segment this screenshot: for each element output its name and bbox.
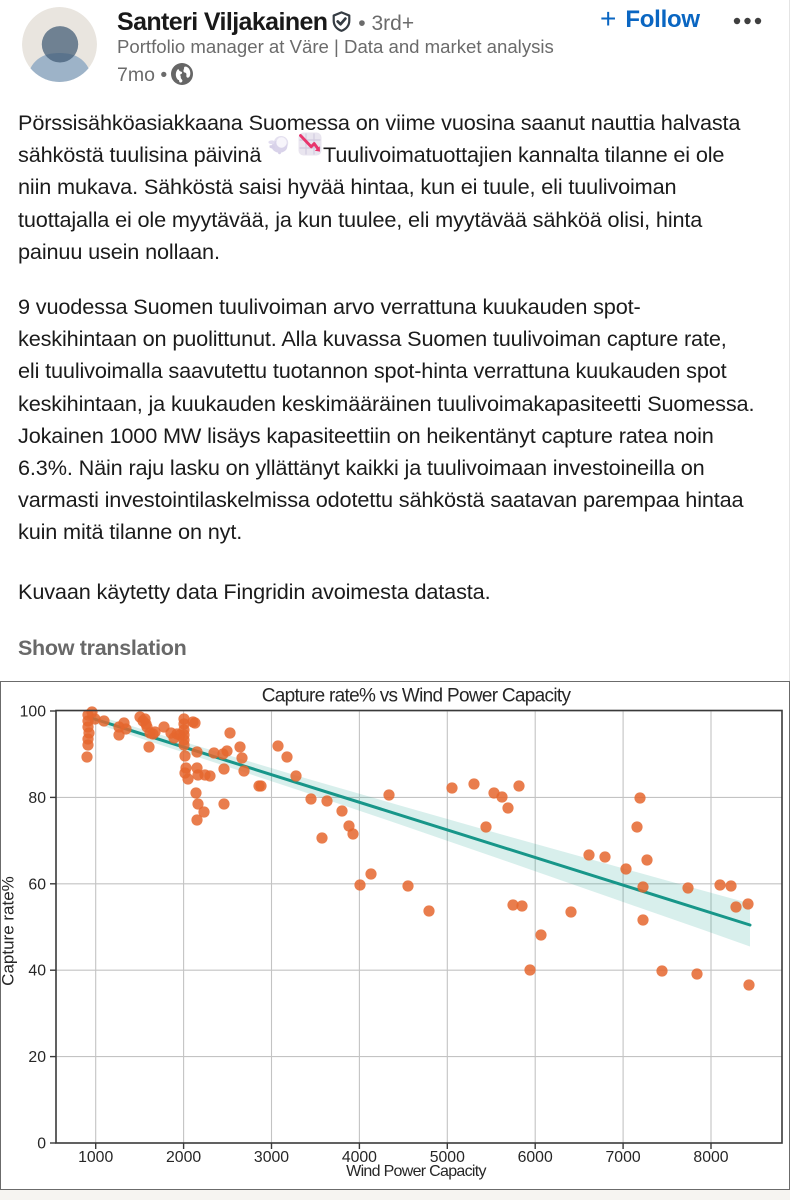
svg-text:3000: 3000 (254, 1149, 289, 1166)
svg-text:5000: 5000 (430, 1149, 465, 1166)
svg-text:7000: 7000 (606, 1149, 641, 1166)
svg-text:4000: 4000 (342, 1149, 377, 1166)
svg-text:100: 100 (20, 704, 47, 721)
svg-text:60: 60 (28, 876, 46, 893)
svg-text:0: 0 (37, 1136, 46, 1153)
svg-text:20: 20 (28, 1049, 46, 1066)
svg-text:6000: 6000 (518, 1149, 553, 1166)
svg-text:8000: 8000 (693, 1149, 728, 1166)
svg-text:Wind Power Capacity: Wind Power Capacity (346, 1163, 486, 1180)
svg-text:2000: 2000 (166, 1149, 201, 1166)
svg-text:Capture rate% vs Wind Power Ca: Capture rate% vs Wind Power Capacity (262, 686, 572, 707)
svg-text:Capture rate%: Capture rate% (0, 876, 18, 986)
svg-text:40: 40 (28, 963, 46, 980)
svg-text:1000: 1000 (78, 1149, 113, 1166)
svg-text:80: 80 (28, 790, 46, 807)
